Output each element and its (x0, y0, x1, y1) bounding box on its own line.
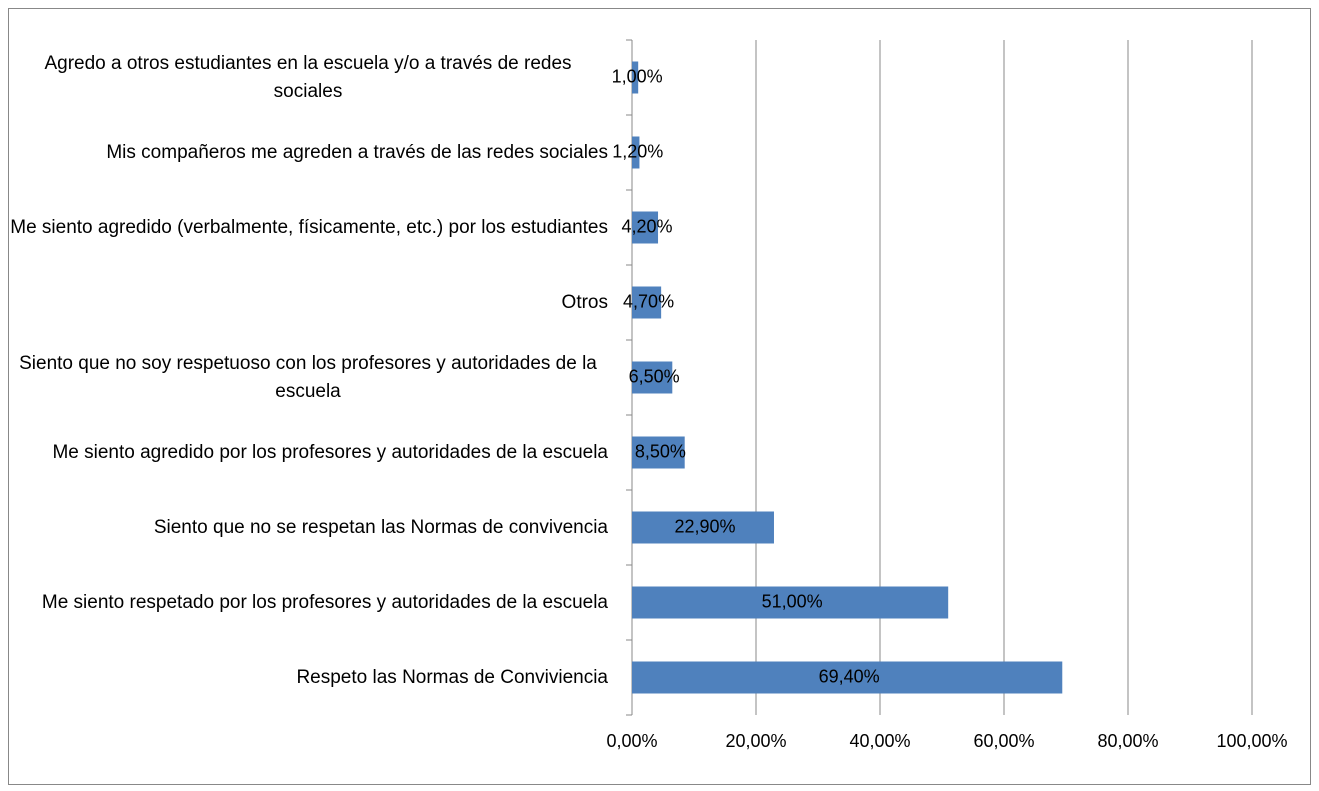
value-label: 69,40% (819, 666, 880, 686)
y-tick-label: Me siento respetado por los profesores y… (41, 591, 608, 613)
y-tick-label: Respeto las Normas de Conviviencia (296, 666, 608, 688)
bar (632, 61, 639, 94)
bar (632, 211, 659, 244)
x-tick-label: 0,00% (606, 731, 657, 751)
value-label: 1,00% (612, 66, 663, 86)
y-tick-label: Agredo a otros estudiantes en la escuela… (44, 52, 572, 102)
bar (632, 361, 673, 394)
value-label: 6,50% (629, 366, 680, 386)
value-label: 8,50% (635, 441, 686, 461)
bar (632, 586, 949, 619)
bar (632, 511, 774, 544)
x-tick-label: 80,00% (1097, 731, 1158, 751)
y-tick-label: Siento que no soy respetuoso con los pro… (19, 352, 597, 402)
value-label: 51,00% (762, 591, 823, 611)
bar (632, 661, 1063, 694)
chart-border (8, 8, 1311, 785)
x-tick-label: 60,00% (973, 731, 1034, 751)
y-tick-label: Mis compañeros me agreden a través de la… (106, 141, 608, 163)
value-label: 22,90% (674, 516, 735, 536)
x-tick-label: 40,00% (849, 731, 910, 751)
y-tick-label: Me siento agredido por los profesores y … (52, 441, 608, 463)
value-label: 1,20% (612, 141, 663, 161)
value-label: 4,70% (623, 291, 674, 311)
x-tick-label: 20,00% (725, 731, 786, 751)
bar (632, 436, 685, 469)
x-tick-label: 100,00% (1216, 731, 1287, 751)
y-tick-label: Siento que no se respetan las Normas de … (153, 516, 608, 538)
y-tick-label: Me siento agredido (verbalmente, físicam… (10, 216, 608, 238)
value-label: 4,20% (621, 216, 672, 236)
bar (632, 136, 640, 169)
bar (632, 286, 662, 319)
y-tick-label: Otros (561, 291, 608, 313)
